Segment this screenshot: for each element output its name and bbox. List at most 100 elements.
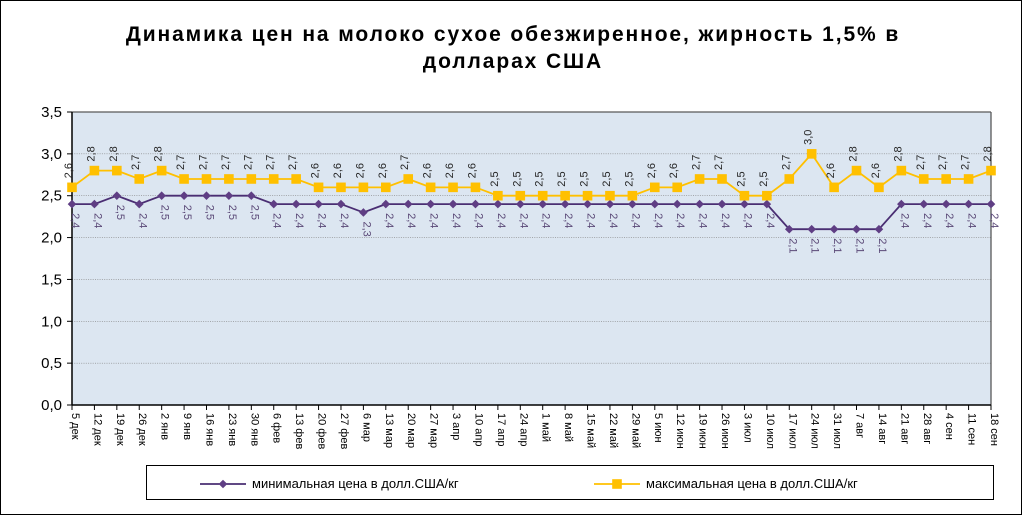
svg-text:2,4: 2,4	[988, 213, 1000, 228]
svg-text:2,7: 2,7	[175, 155, 187, 170]
svg-text:27 мар: 27 мар	[428, 413, 440, 448]
svg-text:2,4: 2,4	[741, 213, 753, 228]
svg-text:1,0: 1,0	[41, 313, 62, 330]
svg-text:2,5: 2,5	[758, 171, 770, 186]
svg-text:2,4: 2,4	[517, 213, 529, 228]
svg-text:2,1: 2,1	[854, 238, 866, 253]
svg-text:6 фев: 6 фев	[271, 413, 283, 443]
svg-text:2,4: 2,4	[898, 213, 910, 228]
svg-text:2 янв: 2 янв	[159, 413, 171, 440]
svg-text:22 май: 22 май	[607, 413, 619, 448]
svg-text:2,5: 2,5	[556, 171, 568, 186]
svg-text:13 мар: 13 мар	[383, 413, 395, 448]
svg-text:16 янв: 16 янв	[203, 413, 215, 446]
svg-text:2,4: 2,4	[136, 213, 148, 228]
svg-text:2,4: 2,4	[405, 213, 417, 228]
svg-text:11 сен: 11 сен	[966, 413, 978, 445]
svg-text:23 янв: 23 янв	[226, 413, 238, 446]
svg-text:2,4: 2,4	[719, 213, 731, 228]
svg-text:2,1: 2,1	[809, 238, 821, 253]
svg-text:27 фев: 27 фев	[338, 413, 350, 449]
svg-text:2,4: 2,4	[338, 213, 350, 228]
svg-text:2,6: 2,6	[310, 163, 322, 178]
svg-text:2,6: 2,6	[422, 163, 434, 178]
svg-text:2,5: 2,5	[489, 171, 501, 186]
svg-text:2,4: 2,4	[764, 213, 776, 228]
svg-text:2,4: 2,4	[652, 213, 664, 228]
svg-text:5 дек: 5 дек	[69, 413, 81, 440]
svg-text:28 авг: 28 авг	[921, 413, 933, 444]
svg-text:12 июн: 12 июн	[674, 413, 686, 449]
svg-text:3,5: 3,5	[41, 104, 62, 121]
svg-text:2,7: 2,7	[242, 155, 254, 170]
svg-text:9 янв: 9 янв	[181, 413, 193, 440]
svg-text:2,6: 2,6	[354, 163, 366, 178]
svg-text:2,5: 2,5	[203, 205, 215, 220]
svg-text:2,6: 2,6	[444, 163, 456, 178]
svg-text:2,1: 2,1	[876, 238, 888, 253]
svg-text:2,4: 2,4	[293, 213, 305, 228]
svg-text:2,4: 2,4	[966, 213, 978, 228]
svg-text:2,5: 2,5	[248, 205, 260, 220]
svg-text:24 июл: 24 июл	[809, 413, 821, 449]
svg-text:29 май: 29 май	[629, 413, 641, 448]
svg-text:3,0: 3,0	[41, 146, 62, 163]
svg-text:19 дек: 19 дек	[114, 413, 126, 446]
svg-text:2,6: 2,6	[63, 163, 75, 178]
svg-text:2,7: 2,7	[197, 155, 209, 170]
svg-text:2,4: 2,4	[697, 213, 709, 228]
svg-text:6 мар: 6 мар	[360, 413, 372, 442]
svg-text:2,4: 2,4	[585, 213, 597, 228]
svg-text:2,5: 2,5	[159, 205, 171, 220]
svg-text:2,7: 2,7	[780, 155, 792, 170]
svg-text:2,7: 2,7	[287, 155, 299, 170]
svg-text:2,5: 2,5	[511, 171, 523, 186]
svg-text:2,6: 2,6	[825, 163, 837, 178]
svg-text:2,6: 2,6	[332, 163, 344, 178]
svg-text:18 сен: 18 сен	[988, 413, 1000, 446]
svg-text:2,4: 2,4	[69, 213, 81, 228]
svg-text:14 авг: 14 авг	[876, 413, 888, 444]
svg-text:2,7: 2,7	[399, 155, 411, 170]
svg-text:2,7: 2,7	[691, 155, 703, 170]
svg-text:20 мар: 20 мар	[405, 413, 417, 448]
svg-text:12 дек: 12 дек	[91, 413, 103, 446]
svg-text:2,4: 2,4	[91, 213, 103, 228]
svg-text:2,8: 2,8	[848, 146, 860, 161]
svg-text:26 июн: 26 июн	[719, 413, 731, 449]
svg-text:2,7: 2,7	[915, 155, 927, 170]
svg-text:2,7: 2,7	[960, 155, 972, 170]
svg-text:13 фев: 13 фев	[293, 413, 305, 449]
svg-text:2,3: 2,3	[360, 221, 372, 236]
svg-text:3,0: 3,0	[803, 130, 815, 145]
svg-text:2,4: 2,4	[383, 213, 395, 228]
svg-text:2,4: 2,4	[428, 213, 440, 228]
svg-text:2,5: 2,5	[735, 171, 747, 186]
svg-text:2,1: 2,1	[786, 238, 798, 253]
svg-text:2,6: 2,6	[466, 163, 478, 178]
svg-text:0,0: 0,0	[41, 397, 62, 414]
svg-text:2,8: 2,8	[892, 146, 904, 161]
svg-text:30 янв: 30 янв	[248, 413, 260, 446]
svg-text:0,5: 0,5	[41, 355, 62, 372]
svg-text:17 июл: 17 июл	[786, 413, 798, 449]
svg-text:2,4: 2,4	[540, 213, 552, 228]
svg-text:2,4: 2,4	[271, 213, 283, 228]
svg-text:2,4: 2,4	[562, 213, 574, 228]
svg-text:20 фев: 20 фев	[316, 413, 328, 449]
svg-text:2,5: 2,5	[41, 188, 62, 205]
svg-text:2,8: 2,8	[982, 146, 994, 161]
svg-text:2,5: 2,5	[226, 205, 238, 220]
svg-text:2,7: 2,7	[220, 155, 232, 170]
svg-text:2,7: 2,7	[130, 155, 142, 170]
svg-text:1,5: 1,5	[41, 271, 62, 288]
svg-text:19 июн: 19 июн	[697, 413, 709, 449]
svg-text:2,5: 2,5	[534, 171, 546, 186]
svg-text:10 июл: 10 июл	[764, 413, 776, 449]
svg-text:2,0: 2,0	[41, 230, 62, 247]
svg-text:2,4: 2,4	[316, 213, 328, 228]
svg-text:7 авг: 7 авг	[854, 413, 866, 438]
svg-text:24 апр: 24 апр	[517, 413, 529, 446]
svg-text:2,8: 2,8	[108, 146, 120, 161]
svg-text:2,6: 2,6	[646, 163, 658, 178]
